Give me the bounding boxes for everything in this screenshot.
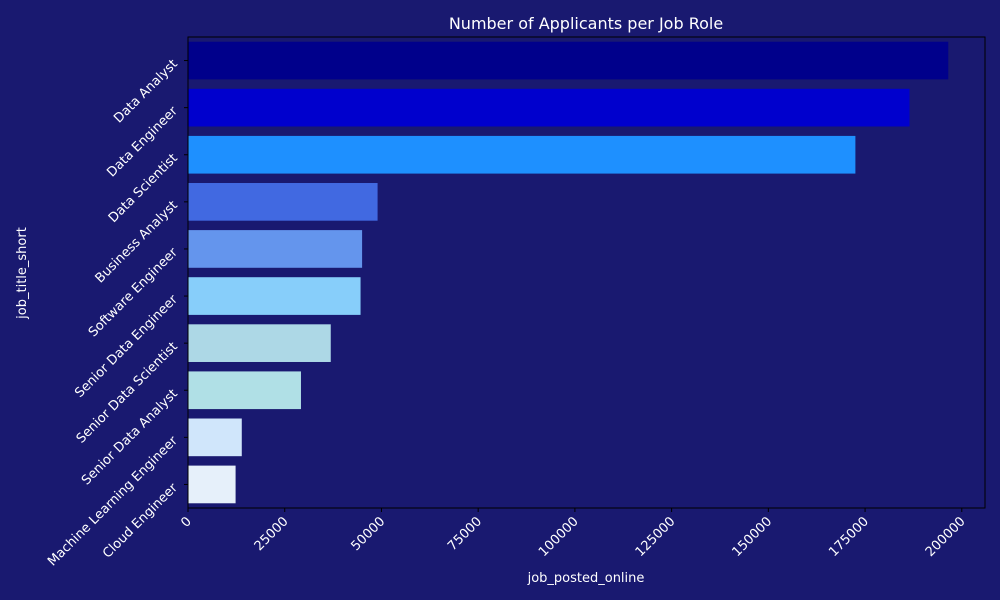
x-tick-label: 125000: [633, 514, 679, 560]
bar: [188, 324, 331, 362]
x-tick-label: 150000: [729, 514, 775, 560]
bars-group: [188, 41, 949, 504]
bar: [188, 88, 910, 127]
x-tick-label: 50000: [348, 514, 388, 554]
bar: [188, 183, 378, 221]
bar: [188, 230, 363, 268]
x-tick-labels: 0 25000 50000 75000 100000 125000 150000 175000…: [178, 508, 969, 560]
x-axis-label: job_posted_online: [527, 571, 645, 586]
x-tick-label: 175000: [826, 514, 872, 560]
bar: [188, 41, 949, 80]
plot-frame: [187, 36, 986, 509]
x-tick-label: 75000: [445, 514, 485, 554]
x-tick-label: 25000: [252, 514, 292, 554]
bar: [188, 277, 361, 315]
y-tick-label: Software Engineer: [86, 245, 181, 340]
bar: [188, 418, 242, 457]
chart-title: Number of Applicants per Job Role: [449, 14, 723, 33]
x-tick-label: 200000: [923, 514, 969, 560]
y-tick-label: Business Analyst: [93, 198, 181, 286]
x-tick-label: 100000: [536, 514, 582, 560]
bar: [188, 371, 301, 410]
bar: [188, 465, 236, 504]
y-axis-label: job_title_short: [15, 227, 30, 320]
bar: [188, 135, 856, 174]
x-tick-label: 0: [178, 514, 194, 530]
